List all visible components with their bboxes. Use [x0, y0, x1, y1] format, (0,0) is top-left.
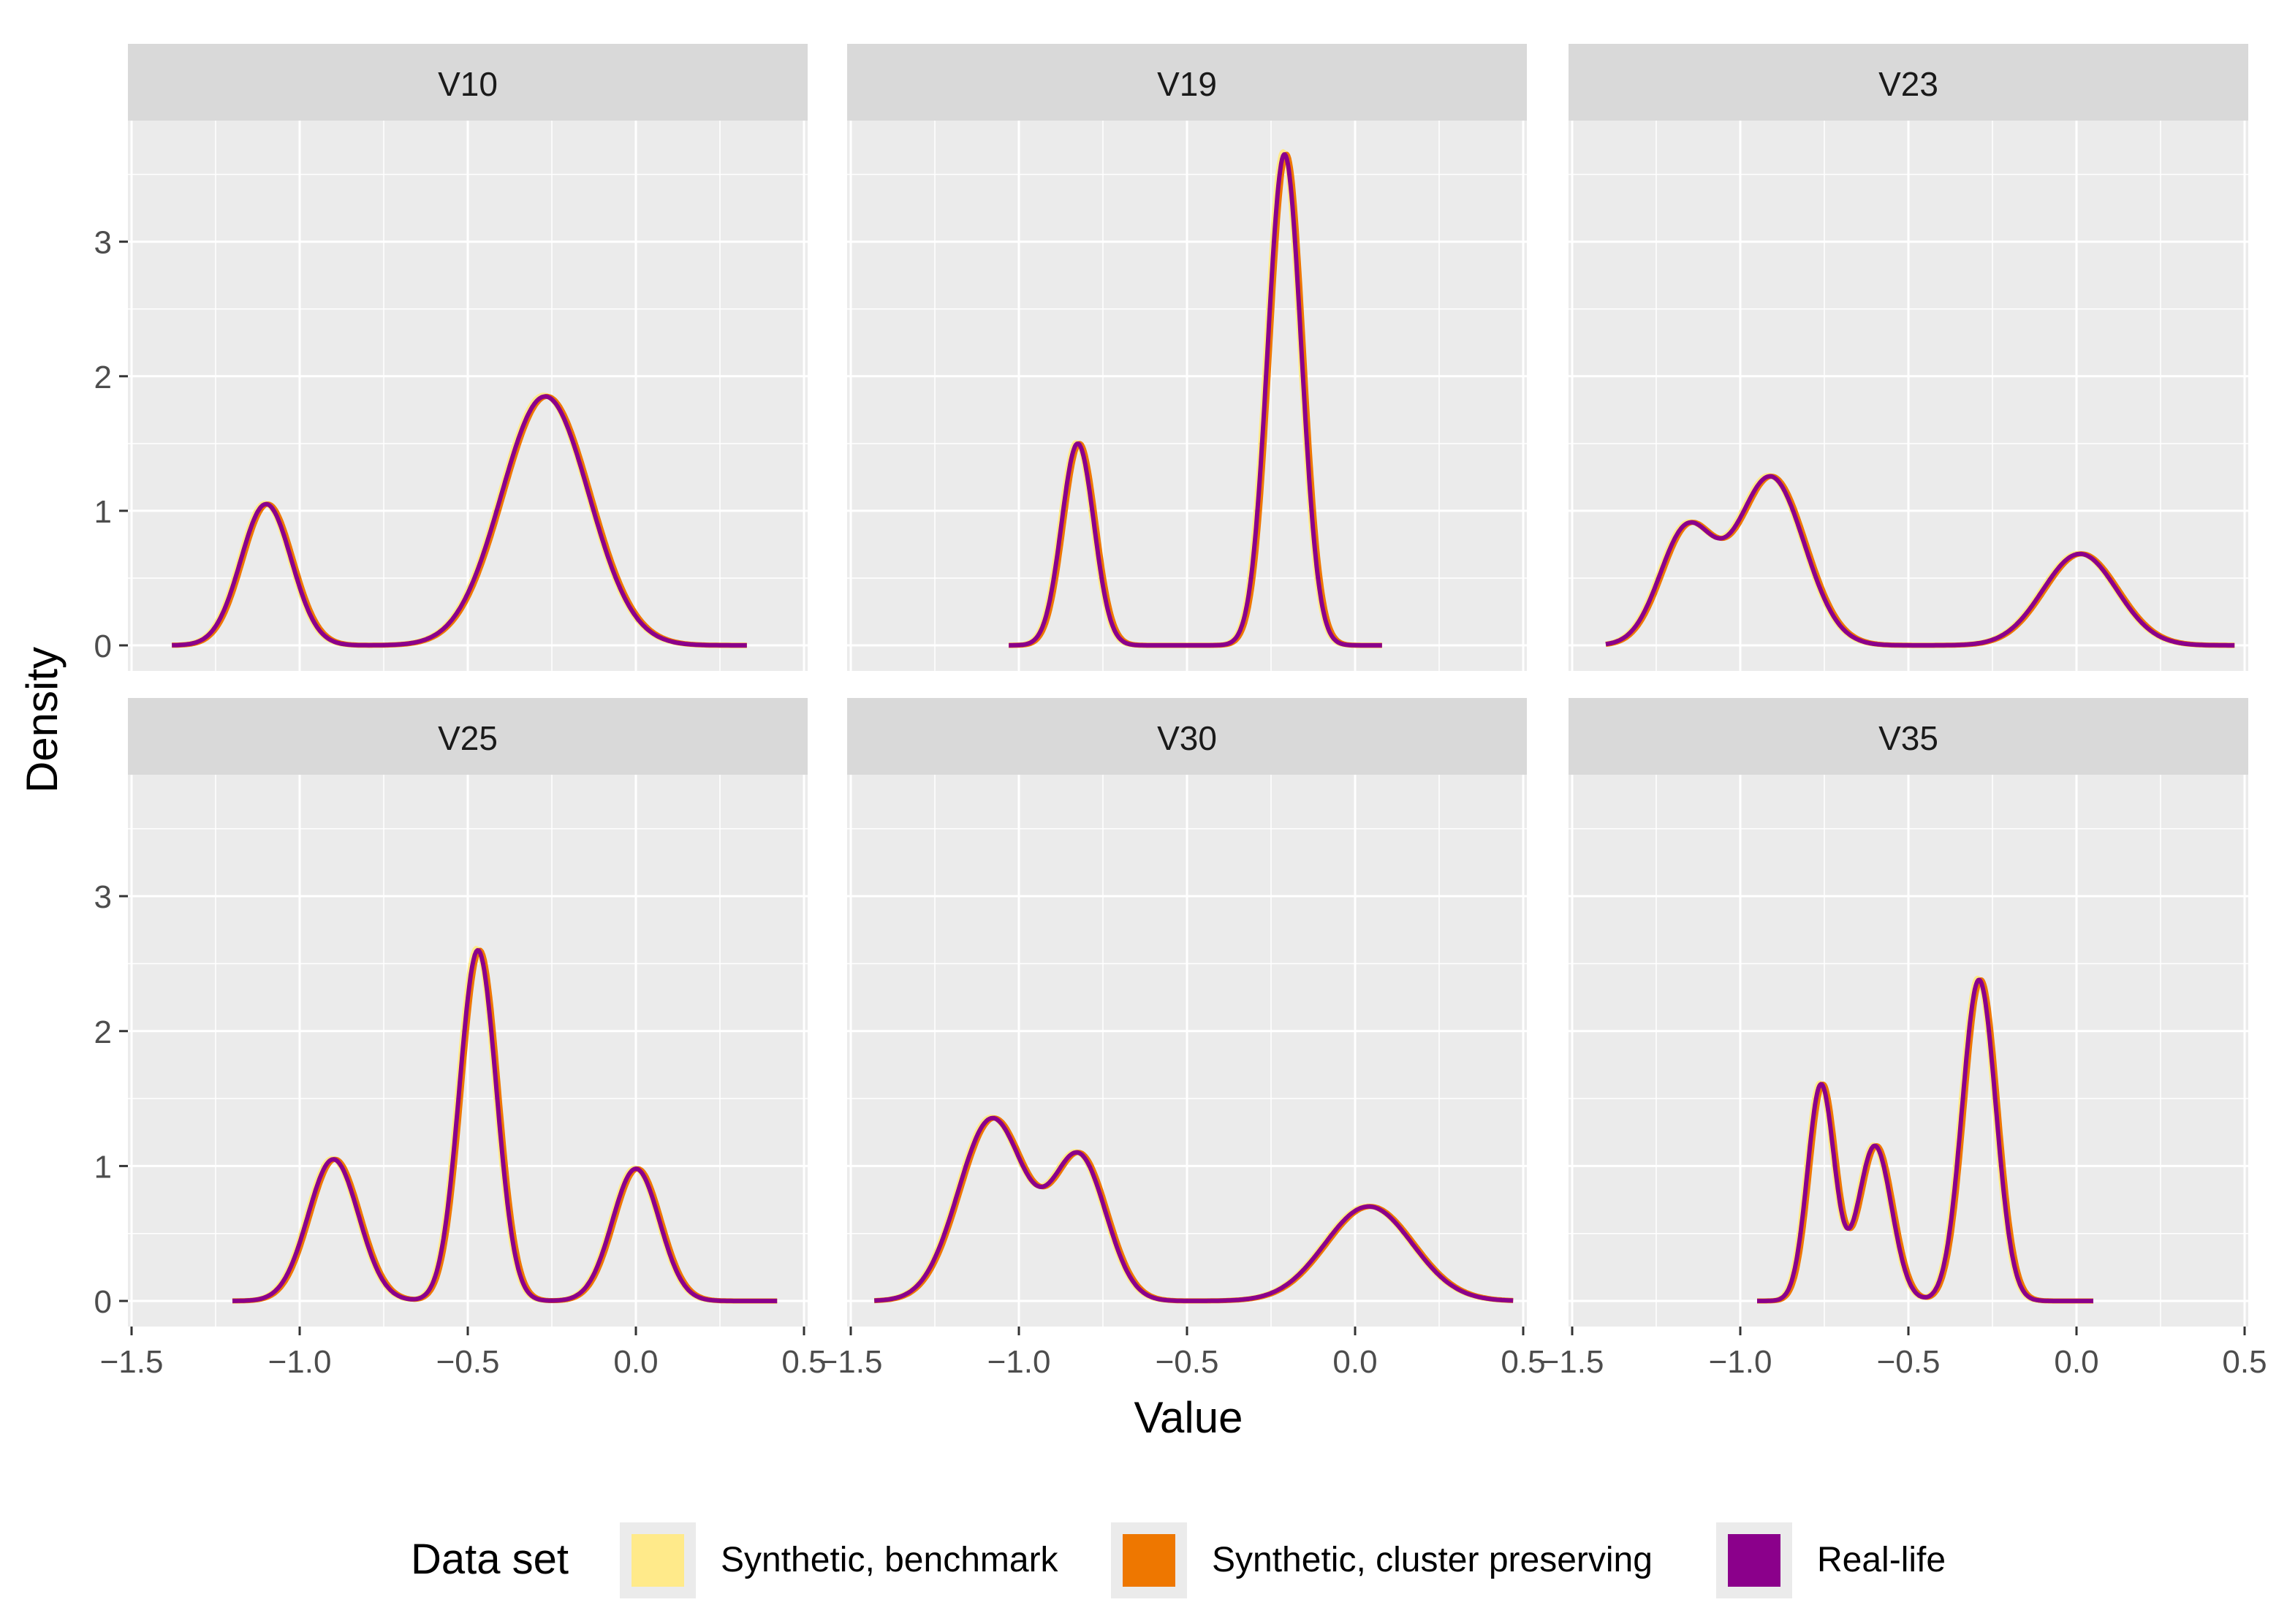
panel-v35: V35 [1569, 698, 2248, 1327]
density-line-real-life [171, 394, 748, 648]
legend-item: Synthetic, cluster preserving [1111, 1522, 1653, 1598]
y-tick-label: 3 [94, 225, 112, 261]
panel-v23: V23 [1569, 44, 2248, 671]
x-tick-label: −0.5 [1877, 1344, 1941, 1380]
y-tick-label: 2 [94, 360, 112, 395]
x-tick-label: −0.5 [1156, 1344, 1219, 1380]
legend-swatch [632, 1534, 684, 1587]
facet-strip [1569, 44, 2248, 121]
legend-item: Synthetic, benchmark [620, 1522, 1059, 1598]
facet-strip-label: V10 [438, 65, 498, 103]
facet-strip-label: V19 [1157, 65, 1217, 103]
y-tick-label: 2 [94, 1014, 112, 1050]
facet-strip [847, 44, 1527, 121]
panel-v10: V10 [128, 44, 808, 671]
legend-title: Data set [411, 1536, 569, 1583]
legend-item: Real-life [1716, 1522, 1946, 1598]
x-tick-label: −1.0 [1709, 1344, 1772, 1380]
x-tick-label: 0.5 [2222, 1344, 2267, 1380]
y-tick-label: 0 [94, 629, 112, 664]
x-tick-label: −1.5 [100, 1344, 164, 1380]
y-tick-label: 0 [94, 1284, 112, 1320]
x-tick-label: −1.0 [987, 1344, 1051, 1380]
legend-label: Synthetic, benchmark [721, 1541, 1059, 1579]
facet-strip [847, 698, 1527, 775]
x-tick-label: 0.0 [1332, 1344, 1377, 1380]
x-tick-label: −1.0 [268, 1344, 332, 1380]
x-tick-label: 0.0 [2054, 1344, 2098, 1380]
legend-label: Synthetic, cluster preserving [1212, 1541, 1653, 1579]
x-tick-label: −1.5 [1541, 1344, 1604, 1380]
legend-swatch [1728, 1534, 1780, 1587]
x-tick-label: −0.5 [436, 1344, 500, 1380]
x-tick-label: 0.5 [781, 1344, 826, 1380]
legend-label: Real-life [1817, 1541, 1946, 1579]
y-axis: 0 1 2 3 0 1 2 3 [94, 225, 128, 1320]
panel-v25: V25 [128, 698, 808, 1327]
facet-strip [128, 698, 808, 775]
y-tick-label: 1 [94, 1149, 112, 1185]
legend-swatch [1123, 1534, 1175, 1587]
x-axis-title: Value [1134, 1393, 1243, 1442]
x-tick-label: 0.0 [613, 1344, 658, 1380]
panel-v30: V30 [847, 698, 1527, 1327]
y-tick-label: 1 [94, 494, 112, 530]
density-line-real-life [231, 948, 778, 1303]
y-tick-label: 3 [94, 879, 112, 915]
x-axis: −1.5 −1.0 −0.5 0.0 0.5−1.5 −1.0 −0.5 0.0 0.5−1.5… [100, 1327, 2267, 1380]
density-line-real-life [1605, 474, 2235, 648]
y-axis-title: Density [18, 647, 67, 793]
facet-strip-label: V30 [1157, 719, 1217, 757]
x-tick-label: 0.5 [1501, 1344, 1545, 1380]
facet-strip-label: V35 [1878, 719, 1938, 757]
facet-strip-label: V23 [1878, 65, 1938, 103]
panels: V10 V19 V23 V25 V30 V35 [128, 44, 2248, 1327]
panel-v19: V19 [847, 44, 1527, 671]
x-tick-label: −1.5 [819, 1344, 883, 1380]
density-line-real-life [1007, 152, 1384, 648]
density-line-real-life [873, 1115, 1514, 1303]
density-line-real-life [1756, 977, 2095, 1303]
legend: Data set Synthetic, benchmark Synthetic, c… [411, 1522, 1946, 1598]
facet-strip [128, 44, 808, 121]
facet-strip [1569, 698, 2248, 775]
facet-strip-label: V25 [438, 719, 498, 757]
